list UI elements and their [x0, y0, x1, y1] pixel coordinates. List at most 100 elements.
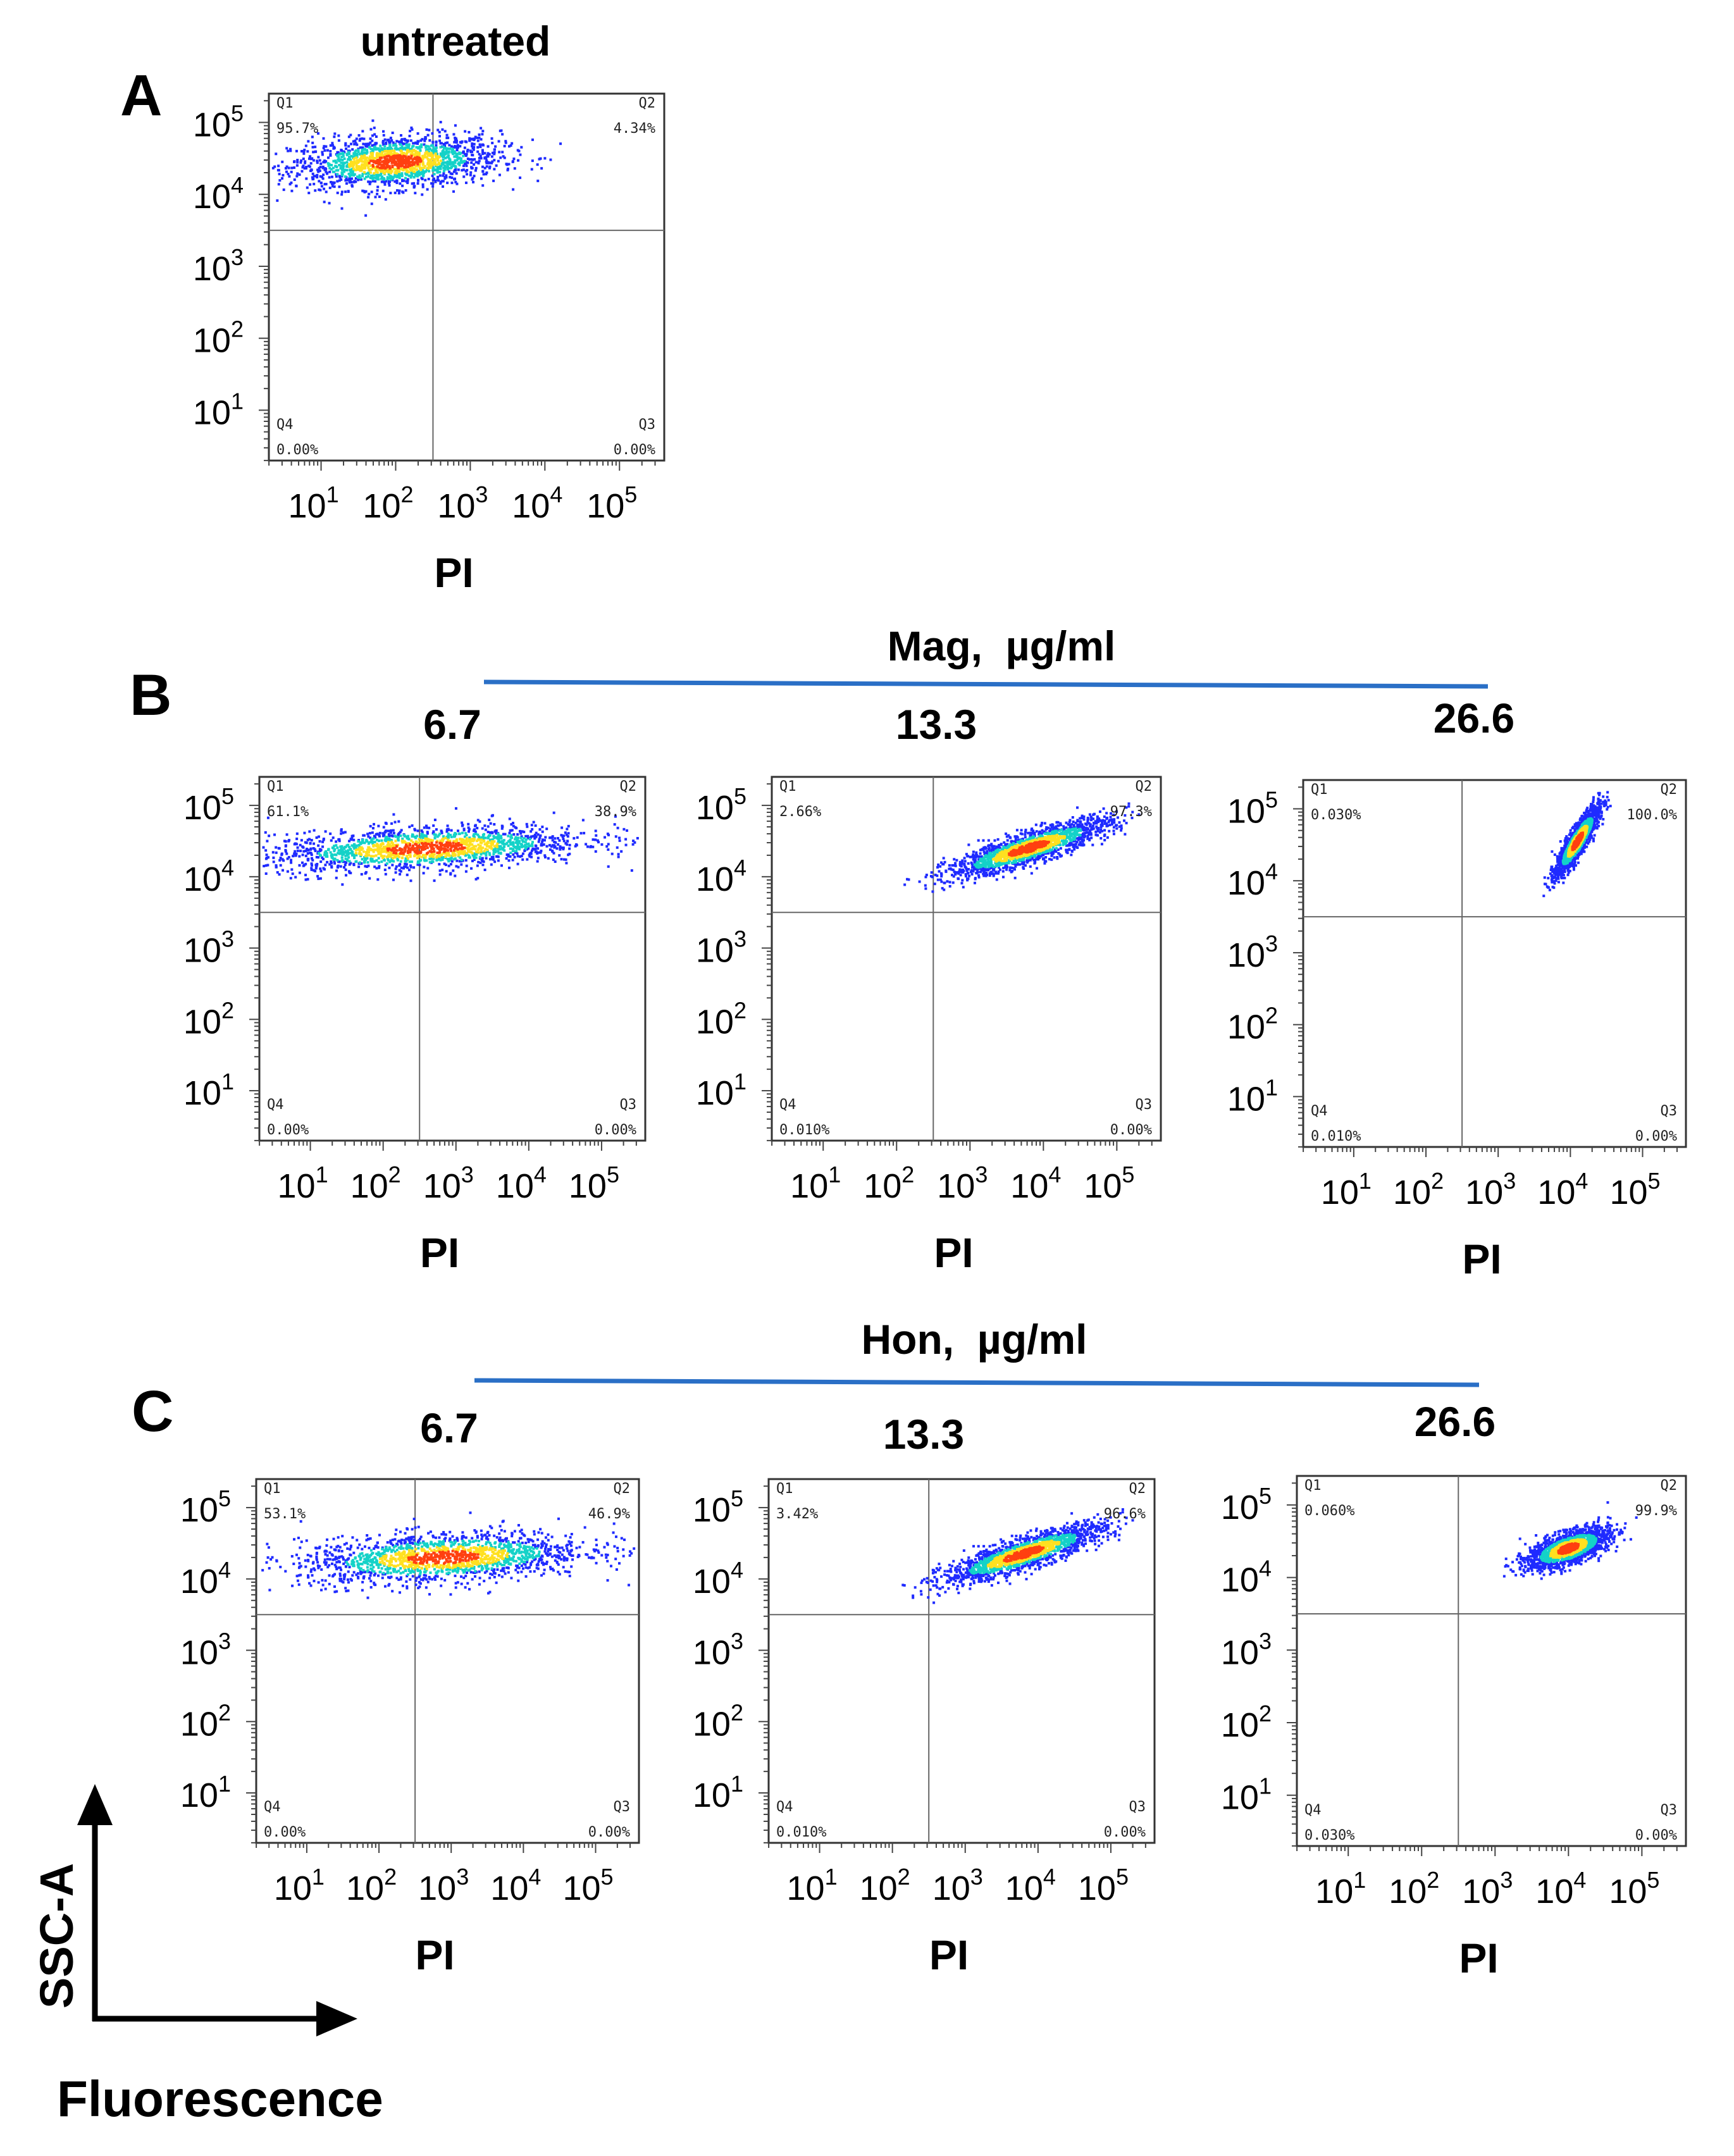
- scatter-point: [360, 169, 363, 172]
- scatter-point: [974, 856, 977, 859]
- scatter-point: [452, 849, 455, 852]
- scatter-point: [357, 149, 360, 152]
- plot-title: untreated: [361, 18, 551, 65]
- scatter-point: [987, 845, 990, 848]
- scatter-point: [631, 843, 635, 846]
- scatter-point: [454, 169, 457, 172]
- scatter-point: [366, 848, 369, 852]
- scatter-point: [491, 838, 494, 841]
- scatter-point: [962, 868, 965, 871]
- scatter-point: [383, 147, 387, 151]
- scatter-point: [336, 173, 339, 176]
- scatter-point: [480, 138, 483, 141]
- scatter-point: [1010, 840, 1013, 843]
- scatter-point: [476, 839, 479, 843]
- scatter-point: [353, 173, 356, 176]
- scatter-point: [471, 839, 474, 843]
- scatter-point: [287, 173, 290, 176]
- scatter-point: [452, 164, 455, 168]
- scatter-point: [474, 848, 477, 851]
- scatter-point: [982, 850, 986, 853]
- scatter-point: [347, 145, 350, 148]
- scatter-point: [458, 163, 461, 166]
- scatter-point: [321, 165, 325, 168]
- scatter-point: [476, 833, 480, 836]
- scatter-point: [1001, 870, 1005, 873]
- scatter-point: [378, 846, 381, 849]
- scatter-point: [416, 142, 419, 146]
- scatter-point: [441, 128, 444, 131]
- scatter-point: [907, 878, 910, 881]
- scatter-point: [431, 154, 434, 158]
- scatter-point: [343, 161, 346, 164]
- scatter-point: [481, 846, 485, 850]
- scatter-point: [384, 872, 387, 876]
- scatter-point: [441, 847, 444, 850]
- scatter-point: [362, 850, 365, 853]
- scatter-point: [418, 838, 421, 841]
- scatter-point: [1015, 829, 1019, 832]
- scatter-point: [435, 156, 438, 159]
- scatter-point: [447, 852, 450, 855]
- scatter-point: [446, 163, 449, 166]
- scatter-point: [581, 819, 585, 822]
- scatter-point: [1091, 824, 1094, 827]
- scatter-point: [396, 857, 399, 860]
- scatter-point: [432, 149, 435, 152]
- scatter-point: [373, 848, 376, 852]
- scatter-point: [1015, 857, 1019, 860]
- scatter-point: [992, 858, 995, 861]
- scatter-point: [404, 834, 407, 838]
- scatter-point: [393, 821, 397, 824]
- scatter-point: [1049, 824, 1052, 827]
- scatter-point: [486, 836, 490, 839]
- scatter-point: [442, 158, 445, 161]
- scatter-point: [1031, 856, 1034, 859]
- scatter-point: [460, 858, 463, 862]
- scatter-point: [940, 873, 943, 876]
- scatter-point: [404, 862, 407, 865]
- scatter-point: [476, 819, 480, 822]
- scatter-point: [1041, 848, 1044, 852]
- scatter-point: [528, 845, 531, 848]
- scatter-point: [1005, 832, 1008, 835]
- scatter-point: [994, 862, 997, 865]
- plot-title: 6.7: [423, 701, 481, 748]
- scatter-point: [344, 142, 347, 145]
- scatter-point: [400, 848, 404, 852]
- scatter-point: [421, 138, 424, 141]
- scatter-point: [524, 843, 527, 846]
- scatter-point: [401, 164, 404, 167]
- scatter-point: [399, 143, 402, 146]
- scatter-point: [544, 836, 547, 839]
- scatter-point: [343, 157, 346, 160]
- scatter-point: [509, 829, 512, 832]
- scatter-point: [418, 846, 421, 849]
- scatter-point: [511, 160, 514, 163]
- scatter-point: [391, 834, 394, 838]
- scatter-point: [1014, 865, 1017, 868]
- scatter-point: [1073, 848, 1076, 851]
- scatter-point: [442, 835, 445, 838]
- scatter-point: [1050, 858, 1053, 861]
- scatter-point: [936, 865, 939, 869]
- scatter-point: [1008, 869, 1012, 872]
- scatter-point: [420, 177, 423, 180]
- y-tick-exponent: 1: [221, 1069, 234, 1094]
- scatter-point: [328, 166, 331, 170]
- scatter-point: [338, 152, 341, 156]
- scatter-point: [445, 149, 448, 152]
- scatter-point: [505, 857, 508, 860]
- scatter-point: [398, 170, 401, 173]
- scatter-point: [394, 155, 397, 158]
- scatter-point: [290, 181, 293, 184]
- scatter-point: [594, 829, 597, 833]
- scatter-point: [495, 855, 498, 858]
- scatter-point: [420, 839, 423, 842]
- scatter-point: [406, 140, 409, 143]
- scatter-point: [313, 842, 316, 845]
- scatter-point: [348, 177, 351, 180]
- scatter-point: [322, 838, 325, 841]
- scatter-point: [295, 164, 299, 167]
